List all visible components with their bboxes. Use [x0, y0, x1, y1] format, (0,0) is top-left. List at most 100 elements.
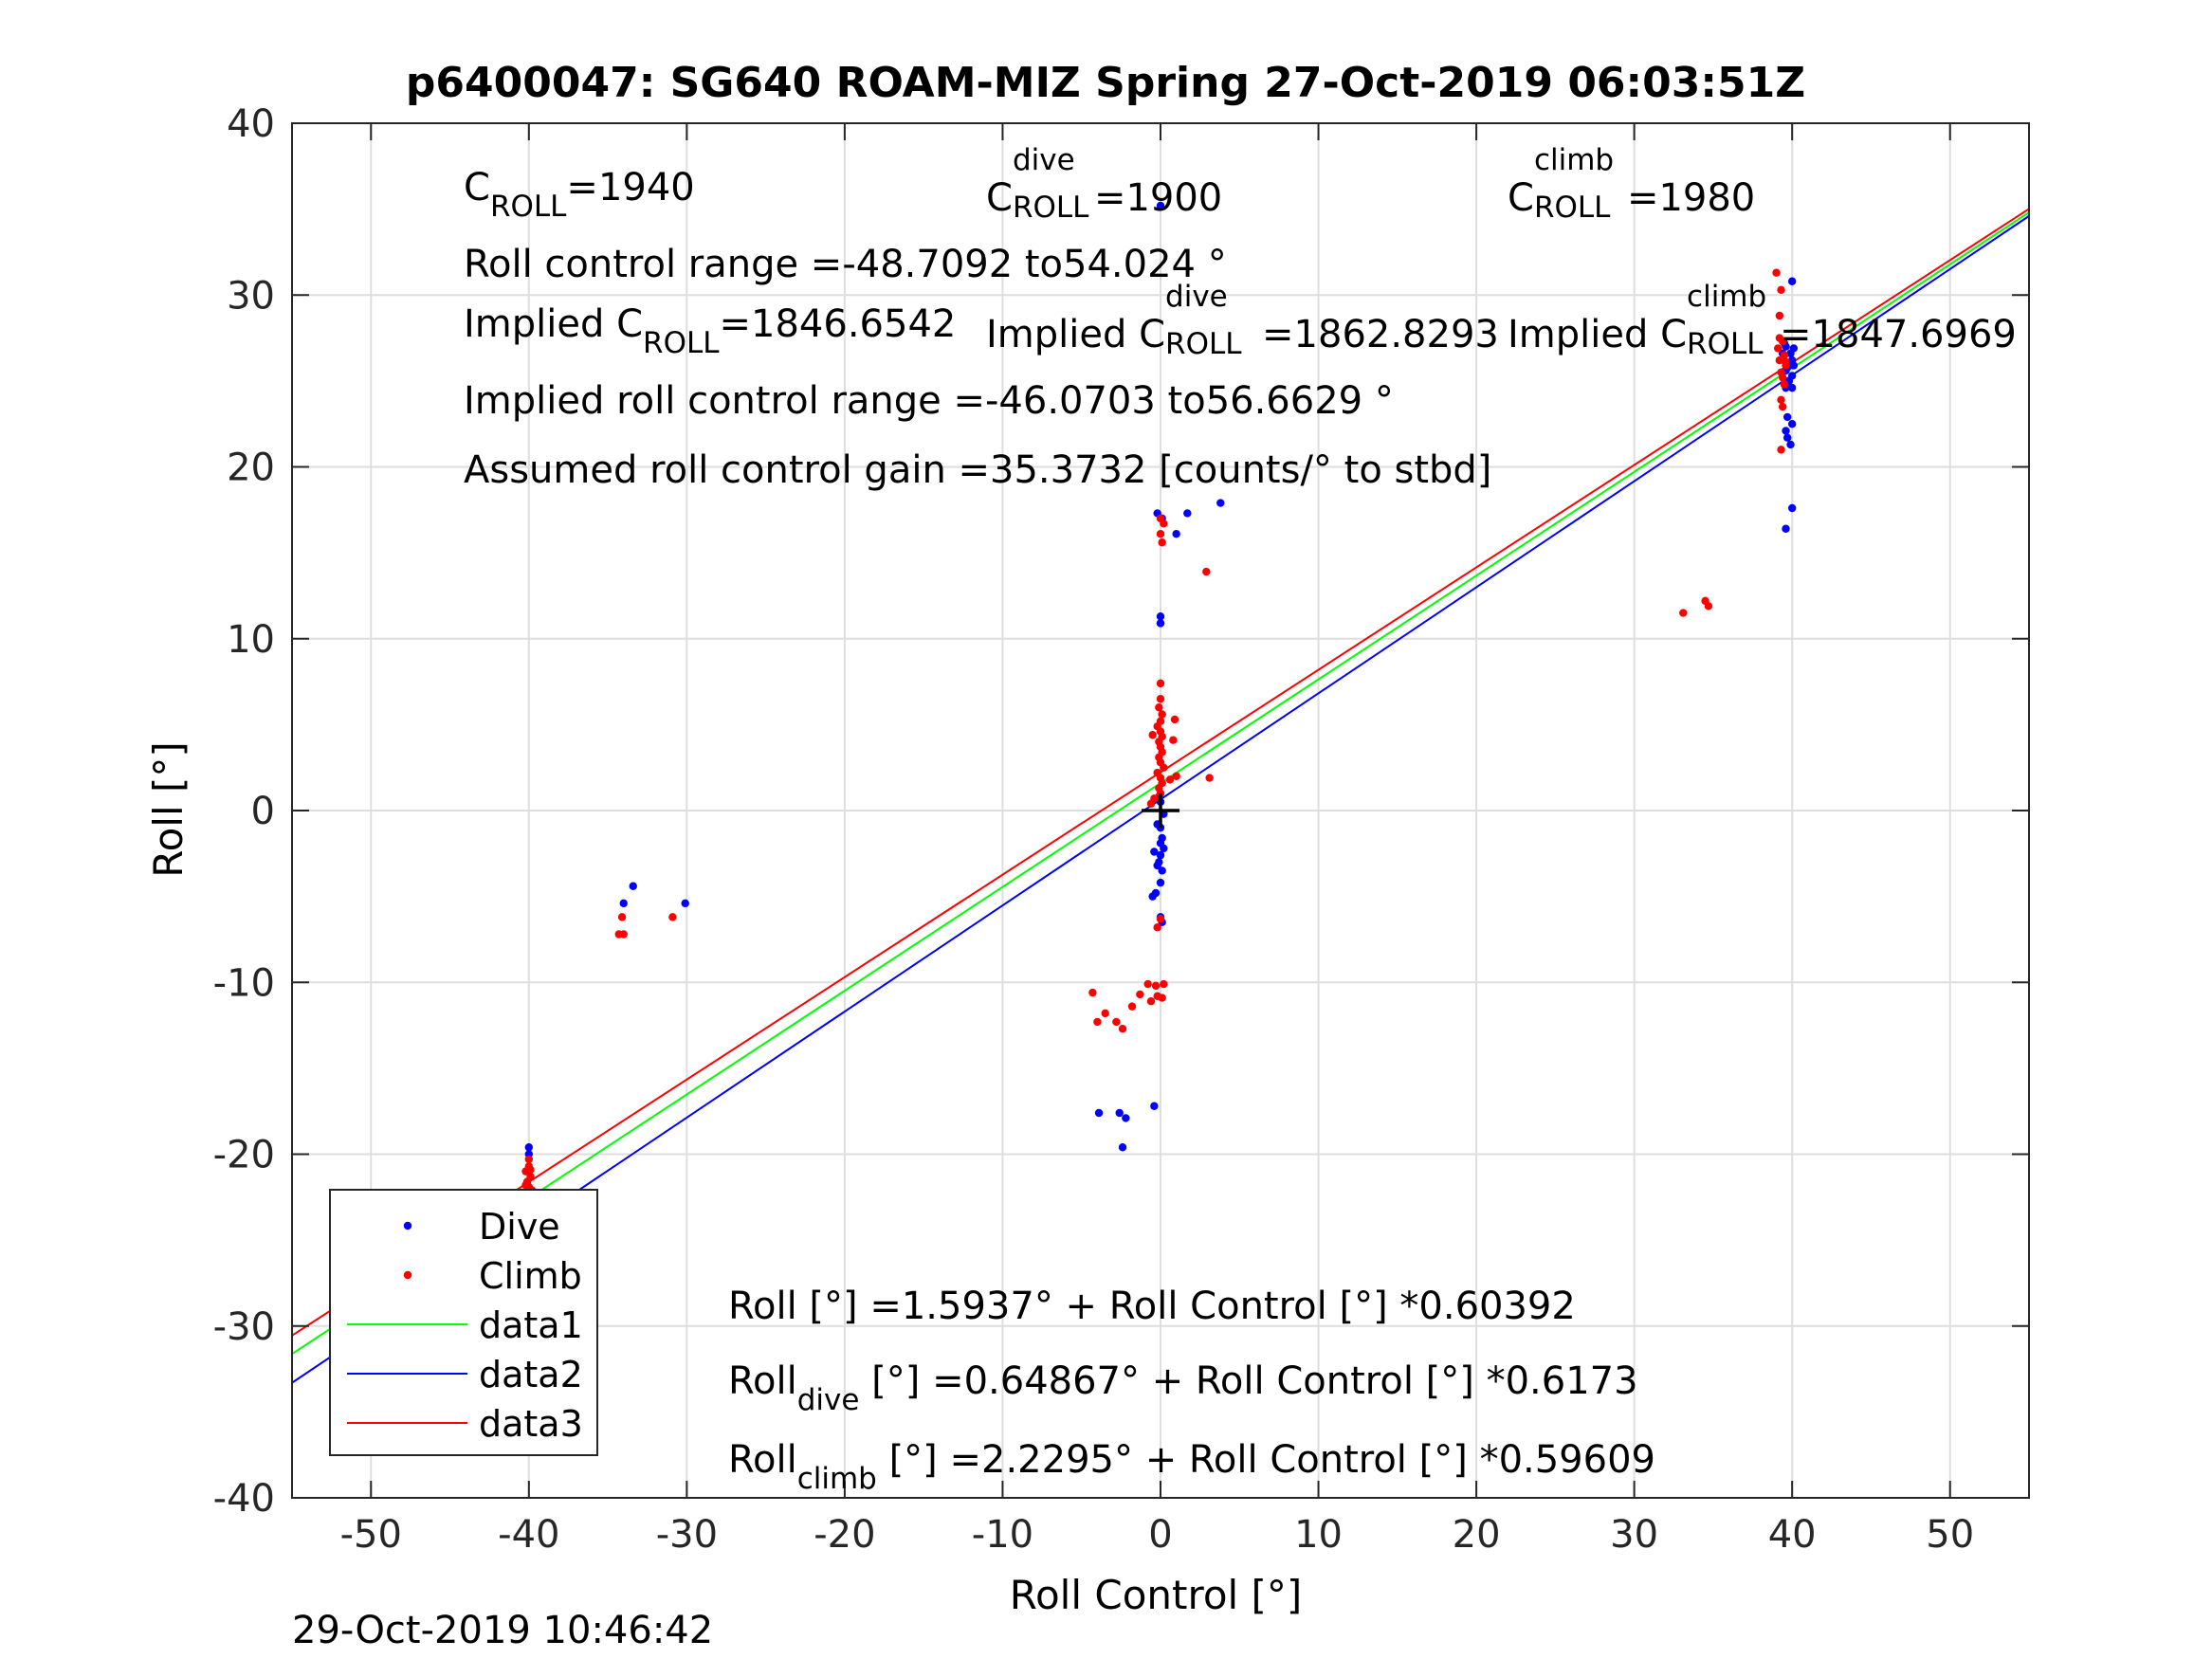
legend: Dive Climb data1 data2 data3 — [329, 1189, 598, 1456]
dive-point — [1172, 529, 1180, 538]
dive-point — [1150, 848, 1159, 856]
x-tick-label: -30 — [656, 1513, 718, 1557]
climb-point — [1170, 715, 1179, 724]
dive-point — [1158, 866, 1166, 875]
y-tick-label: 30 — [227, 274, 275, 318]
x-tick-label: 0 — [1148, 1513, 1172, 1557]
climb-point — [1704, 602, 1713, 611]
y-tick-label: -40 — [213, 1477, 275, 1521]
climb-point — [1778, 402, 1787, 411]
y-tick-label: -10 — [213, 961, 275, 1005]
y-tick-label: -20 — [213, 1134, 275, 1177]
fit-dive-annotation: Rolldive [°] =0.64867° + Roll Control [°… — [728, 1359, 1638, 1418]
roll-control-range-annotation: Roll control range =-48.7092 to54.024 ° — [464, 243, 1227, 286]
dive-point — [1787, 419, 1797, 428]
climb-point — [526, 1165, 535, 1175]
dive-point — [629, 882, 637, 890]
data-points — [521, 201, 1799, 1296]
climb-point — [1160, 520, 1168, 528]
climb-point — [668, 913, 677, 921]
dive-point — [1156, 611, 1165, 621]
fit-climb-annotation: Rollclimb [°] =2.2295° + Roll Control [°… — [728, 1438, 1655, 1497]
climb-point — [1101, 1009, 1109, 1018]
climb-point — [1773, 344, 1782, 353]
climb-point — [1202, 567, 1211, 576]
climb-point — [1158, 538, 1166, 547]
climb-point — [524, 1155, 534, 1164]
footer-timestamp: 29-Oct-2019 10:46:42 — [292, 1609, 714, 1652]
climb-point — [1146, 799, 1156, 808]
climb-point — [1777, 285, 1785, 295]
dive-point — [681, 899, 689, 908]
climb-point — [1777, 395, 1785, 405]
climb-point — [521, 1180, 530, 1190]
climb-point — [1780, 351, 1789, 359]
climb-point — [1143, 979, 1152, 989]
implied-range-annotation: Implied roll control range =-46.0703 to5… — [464, 379, 1394, 423]
legend-label: data2 — [479, 1354, 583, 1395]
climb-point — [1172, 772, 1180, 780]
dive-point — [1156, 201, 1165, 210]
y-tick-label: 10 — [227, 618, 275, 662]
dive-point — [1148, 892, 1157, 901]
climb-point — [1160, 979, 1168, 989]
climb-point — [1146, 996, 1156, 1006]
climb-point — [1780, 380, 1789, 389]
legend-label: Dive — [479, 1206, 560, 1248]
dive-point — [1156, 878, 1165, 887]
dive-point — [1782, 412, 1792, 422]
gain-annotation: Assumed roll control gain =35.3732 [coun… — [464, 448, 1492, 492]
climb-point — [1151, 981, 1161, 991]
x-tick-label: 10 — [1294, 1513, 1343, 1557]
implied-c-roll-annotation: Implied CROLL=1846.6542 — [464, 302, 957, 361]
dive-point — [1782, 427, 1790, 435]
dive-point — [1216, 499, 1225, 507]
dive-point — [1122, 1114, 1130, 1122]
y-axis-label: Roll [°] — [145, 741, 192, 877]
x-tick-label: 50 — [1926, 1513, 1974, 1557]
climb-point — [1136, 990, 1144, 999]
climb-point — [1155, 703, 1163, 712]
climb-point — [1118, 1024, 1127, 1033]
legend-marker-climb — [403, 1270, 412, 1280]
x-tick-label: -10 — [972, 1513, 1033, 1557]
legend-box — [329, 1189, 598, 1456]
climb-point — [1158, 710, 1166, 719]
climb-point — [1156, 529, 1165, 538]
dive-point — [1183, 509, 1192, 518]
climb-point — [1160, 763, 1168, 772]
x-tick-label: -40 — [498, 1513, 559, 1557]
climb-point — [1088, 988, 1097, 997]
climb-point — [1775, 334, 1784, 342]
legend-marker-dive — [403, 1221, 412, 1231]
climb-point — [1679, 609, 1688, 617]
dive-point — [1782, 524, 1790, 533]
dive-point — [1787, 277, 1797, 285]
y-tick-label: 40 — [227, 102, 275, 146]
dive-point — [1782, 433, 1792, 442]
axes: -50 -40 -30 -20 -10 0 10 20 30 40 50 -40 -30 -20 -10 0 1… — [213, 102, 2030, 1557]
y-tick-label: -30 — [213, 1305, 275, 1349]
climb-point — [1148, 731, 1157, 739]
climb-point — [1127, 1002, 1137, 1011]
fit-all-annotation: Roll [°] =1.5937° + Roll Control [°] *0.… — [728, 1285, 1576, 1328]
x-tick-label: 20 — [1453, 1513, 1501, 1557]
dive-point — [1156, 619, 1165, 628]
climb-point — [1778, 374, 1787, 382]
x-tick-label: 40 — [1768, 1513, 1817, 1557]
x-tick-label: -50 — [340, 1513, 402, 1557]
climb-point — [1156, 694, 1165, 703]
legend-label: data1 — [479, 1304, 583, 1346]
dive-point — [1153, 861, 1161, 870]
climb-point — [1772, 268, 1781, 277]
legend-label: Climb — [479, 1255, 582, 1297]
climb-point — [1169, 736, 1178, 744]
dive-point — [1115, 1108, 1124, 1118]
climb-point — [1775, 356, 1784, 365]
climb-point — [1205, 774, 1214, 782]
